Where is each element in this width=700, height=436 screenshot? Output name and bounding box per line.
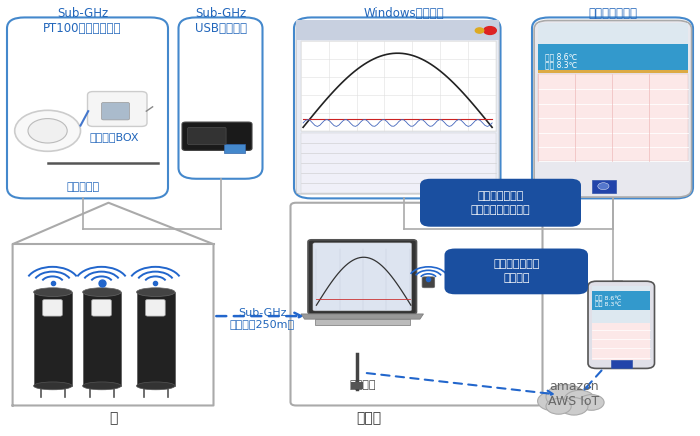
FancyBboxPatch shape xyxy=(308,240,416,314)
Ellipse shape xyxy=(34,382,72,390)
Bar xyxy=(315,319,410,325)
FancyBboxPatch shape xyxy=(313,243,412,311)
Bar xyxy=(538,23,688,44)
Text: 品温 8.3℃: 品温 8.3℃ xyxy=(545,60,577,69)
Text: ルーター: ルーター xyxy=(349,380,376,390)
Bar xyxy=(224,144,245,153)
Circle shape xyxy=(579,395,604,410)
Bar xyxy=(592,180,616,193)
Circle shape xyxy=(546,399,571,414)
Text: センサーBOX: センサーBOX xyxy=(90,133,139,142)
Bar xyxy=(301,133,496,193)
Circle shape xyxy=(475,28,484,33)
Circle shape xyxy=(564,390,595,409)
Text: プローブ部: プローブ部 xyxy=(66,183,99,192)
FancyBboxPatch shape xyxy=(422,277,435,288)
Circle shape xyxy=(560,398,588,415)
Text: Windows用アプリ
「もろみ日誌」: Windows用アプリ 「もろみ日誌」 xyxy=(363,7,444,34)
Text: 品温 8.3℃: 品温 8.3℃ xyxy=(595,302,622,307)
Circle shape xyxy=(28,119,67,143)
FancyBboxPatch shape xyxy=(534,20,692,197)
FancyBboxPatch shape xyxy=(102,102,130,120)
FancyBboxPatch shape xyxy=(92,300,111,316)
FancyBboxPatch shape xyxy=(420,179,581,227)
Text: 事務所: 事務所 xyxy=(356,411,382,425)
Bar xyxy=(592,291,650,310)
Text: 仕込みタンクの
品温をモニタリング: 仕込みタンクの 品温をモニタリング xyxy=(470,191,531,215)
Text: Sub-GHz
（見通し250m）: Sub-GHz （見通し250m） xyxy=(230,307,295,329)
Ellipse shape xyxy=(83,288,121,296)
Text: Sub-GHz
USBアダプタ: Sub-GHz USBアダプタ xyxy=(195,7,246,34)
Text: 品温 8.6℃: 品温 8.6℃ xyxy=(595,296,622,301)
Bar xyxy=(538,44,688,70)
Polygon shape xyxy=(301,314,424,319)
Bar xyxy=(296,20,499,40)
Bar xyxy=(351,382,363,389)
Bar xyxy=(34,292,72,386)
Text: amazon
AWS IoT: amazon AWS IoT xyxy=(548,380,600,408)
FancyBboxPatch shape xyxy=(146,300,165,316)
Ellipse shape xyxy=(83,382,121,390)
Bar xyxy=(538,74,688,161)
Text: 品温 8.6℃: 品温 8.6℃ xyxy=(545,52,577,61)
Ellipse shape xyxy=(136,288,175,296)
Circle shape xyxy=(538,392,568,411)
Bar xyxy=(136,292,175,386)
Ellipse shape xyxy=(34,288,72,296)
FancyBboxPatch shape xyxy=(444,249,588,294)
Bar xyxy=(592,286,650,360)
FancyBboxPatch shape xyxy=(43,300,62,316)
Ellipse shape xyxy=(136,382,175,390)
FancyBboxPatch shape xyxy=(182,122,252,150)
Text: 蔵: 蔵 xyxy=(109,411,118,425)
Text: Sub-GHz
PT100品温センサー: Sub-GHz PT100品温センサー xyxy=(43,7,122,34)
Circle shape xyxy=(546,385,585,409)
FancyBboxPatch shape xyxy=(88,92,147,126)
Text: クラウド経由で
品温管理: クラウド経由で 品温管理 xyxy=(493,259,540,283)
Text: スマホ用アプリ
「もろみ日誌」: スマホ用アプリ 「もろみ日誌」 xyxy=(588,7,637,34)
Circle shape xyxy=(15,110,80,151)
FancyBboxPatch shape xyxy=(296,20,499,194)
Bar xyxy=(610,360,631,368)
FancyBboxPatch shape xyxy=(588,281,654,368)
Bar xyxy=(592,323,650,360)
Bar xyxy=(301,41,496,131)
Circle shape xyxy=(484,27,496,34)
Bar xyxy=(538,70,688,73)
Circle shape xyxy=(598,183,609,190)
Bar xyxy=(83,292,121,386)
FancyBboxPatch shape xyxy=(188,127,226,145)
